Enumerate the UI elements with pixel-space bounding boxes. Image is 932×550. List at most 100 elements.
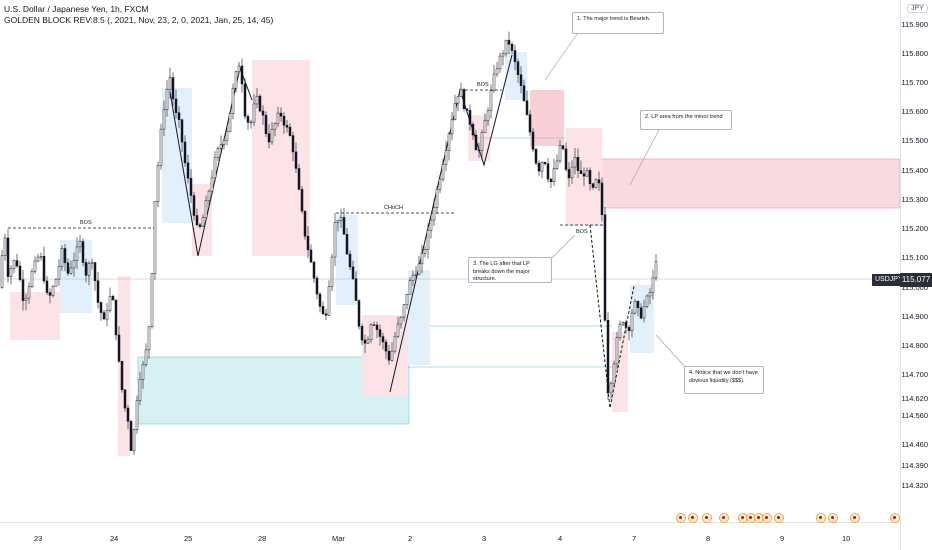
candle-body bbox=[126, 407, 130, 422]
chart-plot-area[interactable]: BOS CHoCH BOS BOS bbox=[0, 0, 901, 522]
candle-body bbox=[42, 256, 46, 282]
price-tick-7: 115.200 bbox=[901, 224, 928, 234]
event-icon[interactable] bbox=[774, 513, 784, 523]
candle-body bbox=[213, 157, 217, 179]
candle-body bbox=[87, 263, 91, 276]
event-icon[interactable] bbox=[850, 513, 860, 523]
candle-body bbox=[609, 382, 613, 394]
candle-body bbox=[15, 260, 19, 267]
candle-body bbox=[306, 235, 310, 251]
candle-body bbox=[186, 162, 190, 179]
candle-body bbox=[24, 297, 28, 301]
note-2-text: 2. LP area from the minor trend bbox=[645, 114, 723, 120]
currency-chip[interactable]: JPY bbox=[907, 4, 928, 13]
candle-body bbox=[603, 214, 607, 321]
zone-blue-3 bbox=[336, 215, 358, 305]
price-tick-16: 114.390 bbox=[901, 460, 928, 470]
supply-zone-right bbox=[595, 158, 901, 209]
note-1[interactable]: 1. The major trend is Bearish. bbox=[572, 12, 664, 34]
zone-pink-5 bbox=[362, 315, 408, 395]
zone-pink-4 bbox=[252, 60, 310, 256]
candle-body bbox=[588, 170, 592, 184]
candle-body bbox=[150, 273, 154, 327]
event-icon[interactable] bbox=[890, 513, 900, 523]
event-icon[interactable] bbox=[688, 513, 698, 523]
time-axis[interactable]: 23 24 25 28 Mar 2 3 4 7 8 9 10 bbox=[0, 522, 900, 550]
candle-body bbox=[597, 179, 601, 184]
event-icon[interactable] bbox=[828, 513, 838, 523]
time-tick-3: 28 bbox=[258, 534, 267, 543]
candle-body bbox=[606, 320, 610, 394]
candle-body bbox=[45, 280, 49, 293]
event-icon[interactable] bbox=[816, 513, 826, 523]
candle-body bbox=[612, 363, 616, 384]
candle-body bbox=[477, 149, 481, 151]
candle-body bbox=[390, 350, 394, 361]
candle-body bbox=[348, 253, 352, 268]
candle-body bbox=[453, 103, 457, 120]
candle-body bbox=[465, 108, 469, 111]
candle-body bbox=[555, 160, 559, 169]
candle-body bbox=[216, 148, 220, 158]
candle-body bbox=[228, 113, 232, 132]
candle-body bbox=[312, 261, 316, 279]
candle-body bbox=[459, 89, 463, 97]
candle-body bbox=[171, 77, 175, 100]
candle-body bbox=[264, 114, 268, 134]
candle-body bbox=[153, 201, 157, 274]
candle-body bbox=[36, 256, 40, 262]
candle-body bbox=[243, 83, 247, 117]
candle-body bbox=[210, 177, 214, 192]
candle-body bbox=[309, 249, 313, 263]
candle-body bbox=[18, 265, 22, 280]
candle-body bbox=[294, 151, 298, 169]
candle-body bbox=[654, 261, 658, 279]
candle-body bbox=[66, 262, 70, 274]
note-4[interactable]: 4. Notice that we don't have obvious liq… bbox=[684, 366, 764, 394]
candle-body bbox=[195, 215, 199, 226]
candle-body bbox=[549, 178, 553, 183]
candle-body bbox=[144, 349, 148, 365]
candle-body bbox=[387, 350, 391, 361]
candle-body bbox=[483, 120, 487, 133]
candle-body bbox=[30, 271, 34, 287]
candle-body bbox=[630, 312, 634, 332]
candle-body bbox=[219, 144, 223, 149]
price-chart: BOS CHoCH BOS BOS bbox=[0, 29, 901, 456]
note-3[interactable]: 3. The LG after that LP breaks down the … bbox=[468, 257, 552, 283]
candle-body bbox=[507, 39, 511, 45]
event-icon[interactable] bbox=[676, 513, 686, 523]
candle-body bbox=[225, 131, 229, 141]
candle-body bbox=[558, 145, 562, 162]
candle-body bbox=[534, 149, 538, 164]
note-2[interactable]: 2. LP area from the minor trend bbox=[640, 110, 732, 130]
candle-body bbox=[498, 55, 502, 70]
candle-body bbox=[69, 267, 73, 274]
candle-body bbox=[417, 263, 421, 275]
event-icon[interactable] bbox=[702, 513, 712, 523]
candle-body bbox=[102, 312, 106, 320]
event-icon[interactable] bbox=[719, 513, 729, 523]
candle-body bbox=[426, 230, 430, 250]
candle-body bbox=[198, 224, 202, 227]
zone-pink-7 bbox=[530, 90, 564, 146]
zone-blue-4 bbox=[408, 270, 430, 365]
note-1-text: 1. The major trend is Bearish. bbox=[577, 16, 651, 22]
candle-body bbox=[48, 292, 52, 296]
candle-body bbox=[51, 285, 55, 296]
candle-body bbox=[642, 306, 646, 319]
bos-label-1: BOS bbox=[80, 220, 92, 226]
candle-body bbox=[333, 222, 337, 258]
candle-body bbox=[129, 421, 133, 451]
candle-body bbox=[165, 89, 169, 110]
last-price-tag: 115.077 bbox=[900, 273, 932, 287]
candle-body bbox=[12, 260, 16, 269]
candle-body bbox=[174, 98, 178, 113]
candle-body bbox=[9, 267, 13, 277]
event-icon[interactable] bbox=[762, 513, 772, 523]
candle-body bbox=[315, 277, 319, 295]
candle-body bbox=[192, 195, 196, 216]
candle-body bbox=[258, 95, 262, 112]
candle-body bbox=[594, 179, 598, 188]
candle-body bbox=[591, 183, 595, 188]
